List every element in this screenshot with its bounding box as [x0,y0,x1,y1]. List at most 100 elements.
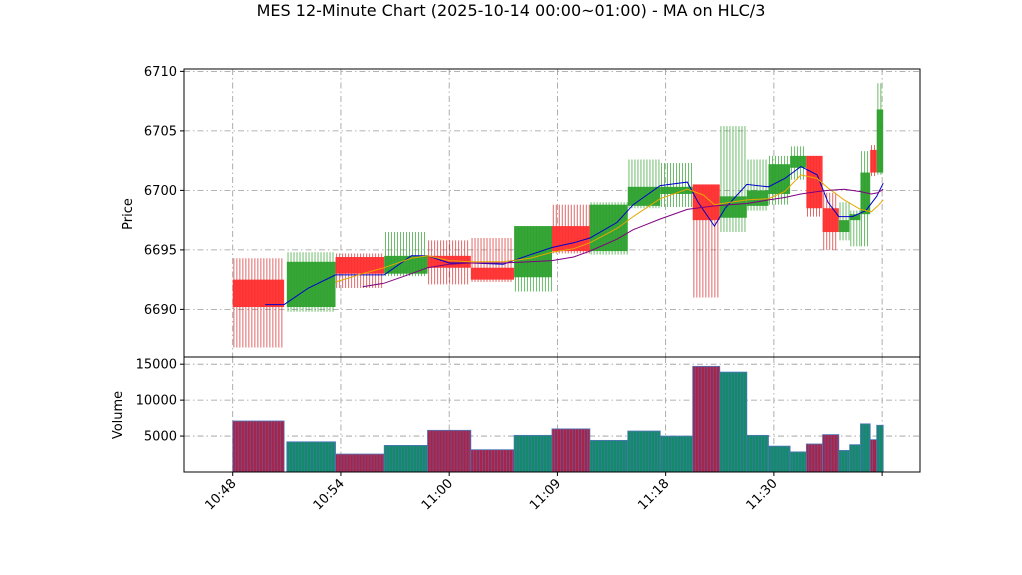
volume-bar-rect [551,428,591,473]
volume-frame [183,356,921,473]
volume-bar [838,450,851,473]
volume-bar [427,429,472,473]
volume-bar [470,449,515,473]
volume-bar-rect [659,435,694,473]
volume-bar-rect [286,441,336,473]
candle-up [768,155,791,205]
candle-down [470,237,515,283]
volume-bar [860,423,871,473]
ma-line [362,188,884,288]
price-frame [183,68,921,358]
candle-down [552,204,590,254]
ma-line [265,166,884,306]
volume-bar-rect [768,445,791,473]
price-y-tick-label: 6695 [144,243,177,258]
candle-body [286,261,336,308]
volume-bar [822,434,840,473]
x-tick-label: 10:48 [202,476,239,513]
volume-bar [849,444,861,473]
candle-body [746,190,769,206]
candle-up [589,202,628,255]
volume-bar [719,371,748,473]
volume-bar [627,430,661,473]
volume-bar-rect [427,429,472,473]
candle-up [860,151,871,247]
candle-body [719,196,747,218]
volume-bar-rect [383,445,428,473]
x-ticks: 10:48 10:54 11:00 11:09 11:18 11:30 [202,472,883,513]
volume-bar [335,453,385,473]
candle-body [384,255,428,274]
candle-up [790,146,807,180]
volume-bar [551,428,591,473]
candle-body [627,186,661,206]
x-tick-label: 11:00 [419,476,456,513]
volume-ylabel: Volume [111,391,126,439]
candle-body [335,257,385,274]
price-panel: 6690 6695 6700 6705 6710 Price [121,65,921,358]
volume-bar-rect [589,439,629,473]
candle-down [692,184,720,298]
candle-body [427,255,471,268]
price-grid [184,69,920,357]
volume-panel: 5000 10000 15000 Volume [111,356,921,473]
candle-body [470,267,515,280]
candle-up [384,232,428,277]
volume-bar-rect [692,365,721,473]
candle-down [870,145,877,177]
candle-down [822,192,839,250]
candle-body [822,208,839,233]
volume-y-tick-label: 5000 [144,430,177,445]
candle-down [806,155,823,217]
candle-body [589,204,628,252]
volume-bar-rect [719,371,748,473]
volume-bar-rect [627,430,661,473]
volume-bar-rect [869,439,878,473]
price-y-tick-label: 6710 [144,65,177,80]
candle-up [849,210,861,247]
candle-up [746,159,769,211]
volume-bar-rect [746,434,769,473]
candle-up [627,159,661,209]
volume-bar [659,435,694,473]
volume-bar [692,365,721,473]
candle-body [870,149,877,173]
candle-down [335,253,385,288]
price-y-ticks: 6690 6695 6700 6705 6710 [144,65,184,318]
candle-body [849,214,861,221]
price-y-tick-label: 6690 [144,303,177,318]
candle-body [876,109,884,173]
candle-body [806,155,823,209]
price-candles [232,83,884,348]
volume-bar [513,434,553,473]
x-tick-label: 11:09 [527,476,564,513]
volume-bar-rect [232,420,285,473]
volume-bar [768,445,791,473]
candle-body [790,155,807,168]
candle-body [514,226,552,278]
volume-y-tick-label: 10000 [136,394,177,409]
volume-bar [286,441,336,473]
candle-up [719,126,747,233]
volume-bar-rect [513,434,553,473]
candle-up [286,252,336,312]
volume-bar [232,420,285,473]
volume-bar-rect [876,424,884,473]
volume-bar [876,424,884,473]
candle-body [232,279,285,308]
x-tick-label: 11:18 [635,476,672,513]
volume-bar [746,434,769,473]
chart-title: MES 12-Minute Chart (2025-10-14 00:00~01… [257,1,766,20]
volume-bar [805,443,823,473]
candle-up [876,83,884,175]
x-tick-label: 10:54 [311,476,348,513]
price-y-tick-label: 6700 [144,184,177,199]
volume-y-ticks: 5000 10000 15000 [136,358,184,445]
volume-bar [789,451,807,473]
x-tick-label: 11:30 [744,476,781,513]
volume-bar [869,439,878,473]
volume-bar [589,439,629,473]
candle-body [552,226,590,252]
candle-up [838,202,850,241]
